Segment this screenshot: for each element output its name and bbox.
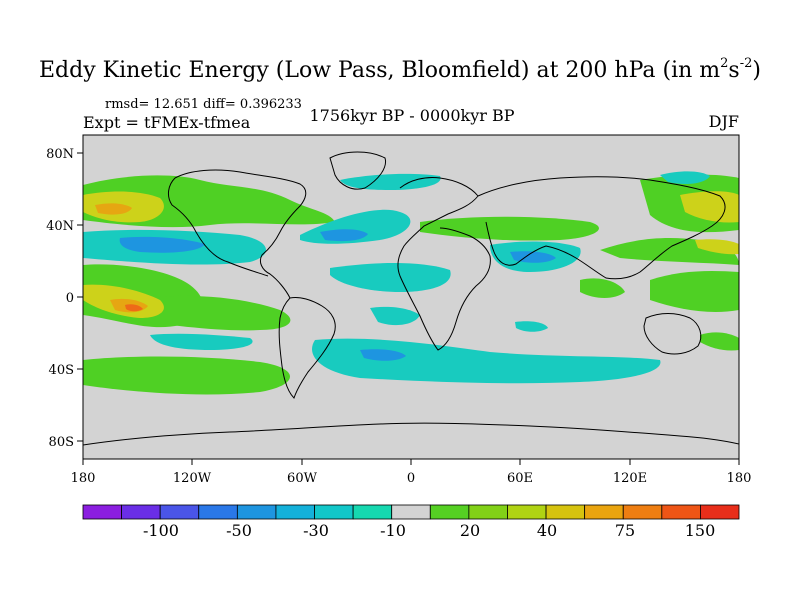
- lon-label: 0: [407, 471, 415, 486]
- colorbar-swatch: [700, 504, 740, 520]
- experiment-label: Expt = tFMEx-tfmea: [83, 113, 251, 132]
- colorbar-swatch: [275, 504, 315, 520]
- colorbar: [82, 504, 740, 520]
- colorbar-swatch: [507, 504, 547, 520]
- colorbar-label: 75: [615, 521, 635, 540]
- colorbar-label: 20: [460, 521, 480, 540]
- colorbar-swatch: [468, 504, 508, 520]
- colorbar-label: -50: [226, 521, 252, 540]
- colorbar-swatch: [198, 504, 238, 520]
- colorbar-label: -100: [143, 521, 179, 540]
- colorbar-label: -30: [303, 521, 329, 540]
- colorbar-swatch: [159, 504, 200, 520]
- lat-label: 40S: [49, 363, 74, 378]
- lon-label: 60E: [507, 471, 533, 486]
- lon-label: 180: [71, 471, 96, 486]
- colorbar-swatch: [391, 504, 431, 520]
- lat-label: 40N: [46, 219, 74, 234]
- colorbar-swatch: [545, 504, 586, 520]
- lon-label: 120W: [173, 471, 212, 486]
- colorbar-swatch: [121, 504, 161, 520]
- lon-label: 180: [727, 471, 752, 486]
- lat-label: 80S: [49, 435, 74, 450]
- season-label: DJF: [708, 112, 739, 131]
- lat-label: 0: [66, 291, 74, 306]
- colorbar-swatch: [352, 504, 393, 520]
- colorbar-swatch: [82, 504, 122, 520]
- colorbar-swatch: [429, 504, 470, 520]
- colorbar-label: -10: [380, 521, 406, 540]
- coastlines: [83, 151, 739, 446]
- period-label: 1756kyr BP - 0000kyr BP: [309, 106, 515, 125]
- lon-label: 60W: [287, 471, 318, 486]
- lon-label: 120E: [613, 471, 647, 486]
- lat-label: 80N: [46, 147, 74, 162]
- colorbar-labels: -100 -50 -30 -10 20 40 75 150: [143, 521, 715, 540]
- rmsd-diff-stats: rmsd= 12.651 diff= 0.396233: [105, 97, 302, 112]
- colorbar-swatch: [584, 504, 624, 520]
- colorbar-swatch: [236, 504, 277, 520]
- colorbar-swatch: [622, 504, 663, 520]
- anomaly-field: [83, 171, 739, 395]
- colorbar-swatch: [661, 504, 701, 520]
- colorbar-label: 150: [685, 521, 716, 540]
- colorbar-label: 40: [537, 521, 557, 540]
- colorbar-swatch: [314, 504, 354, 520]
- plot-title: Eddy Kinetic Energy (Low Pass, Bloomfiel…: [39, 55, 761, 83]
